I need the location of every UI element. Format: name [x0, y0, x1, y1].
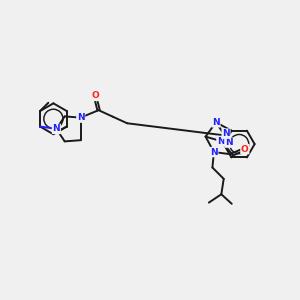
- Text: O: O: [91, 92, 99, 100]
- Text: N: N: [52, 124, 60, 134]
- Text: N: N: [217, 136, 225, 146]
- Text: N: N: [212, 118, 220, 127]
- Text: N: N: [222, 129, 230, 138]
- Text: N: N: [225, 138, 232, 147]
- Text: O: O: [241, 145, 249, 154]
- Text: N: N: [210, 148, 218, 157]
- Text: N: N: [77, 113, 85, 122]
